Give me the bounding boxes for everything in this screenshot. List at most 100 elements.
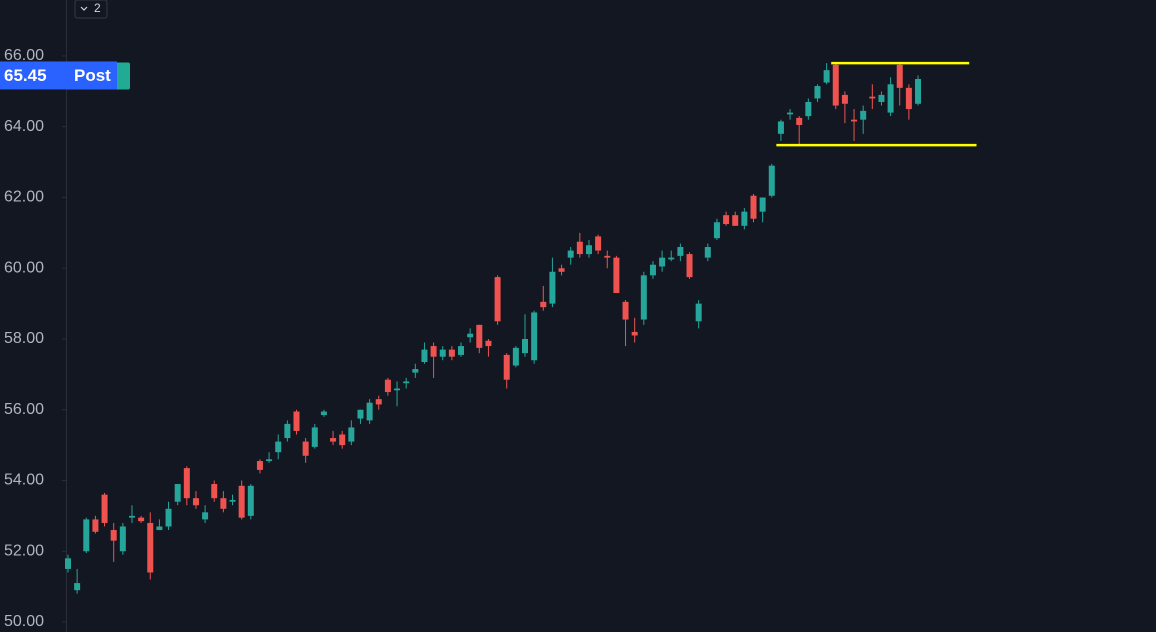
- candle-body: [183, 468, 190, 499]
- candle-body: [668, 257, 675, 260]
- candle-body: [220, 498, 227, 509]
- candle-body: [476, 324, 483, 348]
- candle-body: [110, 530, 117, 541]
- candle-body: [339, 434, 346, 446]
- candle-body: [311, 427, 318, 447]
- candle-body: [704, 247, 711, 258]
- y-tick-label: 60.00: [4, 259, 44, 276]
- candle-body: [74, 583, 81, 591]
- candle-body: [649, 264, 656, 276]
- candle-body: [357, 409, 364, 419]
- candle-body: [777, 121, 784, 134]
- candle-body: [448, 349, 455, 357]
- candle-body: [147, 522, 154, 573]
- chevron-icon: [80, 6, 88, 11]
- candle-body: [302, 441, 309, 456]
- y-tick-label: 64.00: [4, 118, 44, 135]
- candle-body: [403, 381, 410, 384]
- candle-body: [348, 427, 355, 442]
- candle-body: [604, 255, 611, 258]
- candle-body: [330, 438, 337, 442]
- candle-body: [65, 558, 71, 569]
- candle-body: [375, 399, 382, 405]
- candle-body: [905, 87, 912, 110]
- candle-body: [915, 78, 922, 104]
- candle-body: [805, 101, 812, 117]
- candle-body: [549, 271, 556, 304]
- y-tick-label: 58.00: [4, 330, 44, 347]
- candle-body: [567, 250, 574, 258]
- candle-body: [869, 96, 876, 99]
- candle-body: [832, 64, 839, 106]
- pane-button[interactable]: [74, 0, 108, 19]
- candle-body: [796, 117, 803, 125]
- candle-body: [384, 379, 391, 393]
- candle-body: [494, 277, 501, 322]
- y-tick-label: 52.00: [4, 542, 44, 559]
- session-tag: [66, 61, 117, 90]
- candle-body: [202, 512, 209, 520]
- candle-body: [174, 484, 181, 502]
- candle-body: [595, 236, 602, 251]
- candle-body: [439, 349, 446, 357]
- candle-body: [640, 275, 647, 320]
- candle-body: [558, 268, 565, 272]
- candle-body: [458, 346, 465, 355]
- candle-body: [284, 423, 291, 439]
- candle-body: [576, 241, 583, 255]
- y-tick-label: 56.00: [4, 401, 44, 418]
- candle-body: [695, 303, 702, 322]
- price-tag: [0, 61, 66, 90]
- candle-body: [896, 64, 903, 88]
- candle-body: [768, 165, 775, 196]
- candle-body: [256, 461, 263, 470]
- candle-body: [119, 526, 126, 552]
- candle-body: [540, 301, 547, 308]
- candle-body: [613, 257, 620, 294]
- candle-body: [823, 70, 830, 83]
- candle-body: [887, 84, 894, 113]
- candle-body: [275, 441, 282, 453]
- candle-body: [485, 340, 492, 347]
- candle-body: [787, 112, 794, 115]
- candle-body: [622, 301, 629, 320]
- candle-body: [412, 369, 419, 373]
- candle-body: [851, 119, 858, 122]
- candle-body: [165, 508, 172, 527]
- candle-body: [156, 526, 163, 531]
- candle-body: [522, 339, 528, 354]
- candle-body: [585, 245, 592, 255]
- candle-body: [860, 110, 867, 120]
- candle-body: [266, 459, 273, 462]
- y-tick-label: 50.00: [4, 613, 44, 630]
- candle-body: [750, 195, 757, 219]
- candle-body: [631, 331, 638, 336]
- candle-body: [713, 222, 720, 239]
- candle-body: [430, 346, 437, 357]
- candle-body: [814, 86, 821, 99]
- candle-body: [366, 402, 373, 421]
- candle-body: [741, 211, 748, 226]
- session-tag-label: Post: [74, 66, 111, 85]
- candle-body: [421, 349, 428, 362]
- candle-body: [732, 215, 739, 226]
- candle-body: [128, 515, 135, 518]
- y-tick-label: 62.00: [4, 189, 44, 206]
- candle-body: [394, 388, 401, 391]
- candle-body: [878, 94, 885, 102]
- candle-body: [320, 411, 327, 416]
- candle-body: [83, 519, 90, 552]
- candle-body: [92, 519, 99, 532]
- price-tag-label: 65.45: [4, 66, 47, 85]
- candle-body: [531, 312, 538, 361]
- candle-body: [512, 347, 519, 366]
- candle-body: [238, 485, 245, 518]
- candle-body: [677, 247, 684, 256]
- candle-body: [659, 257, 666, 267]
- candle-body: [503, 354, 510, 380]
- candle-body: [686, 254, 693, 278]
- y-tick-label: 54.00: [4, 472, 44, 489]
- pane-count: 2: [94, 1, 101, 15]
